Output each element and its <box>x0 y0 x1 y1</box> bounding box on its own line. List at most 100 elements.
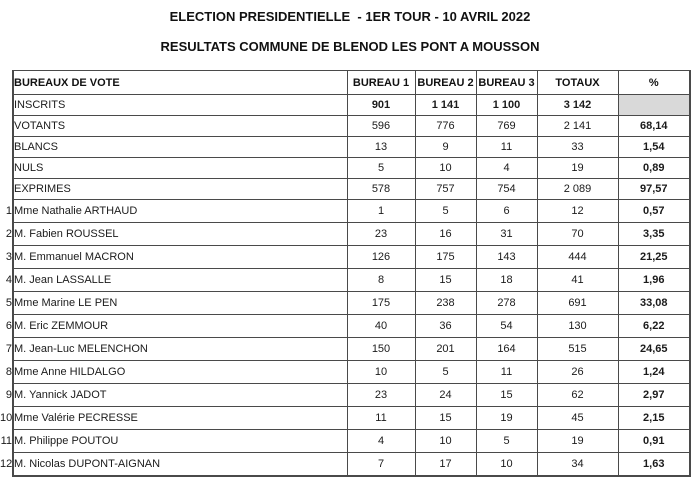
percent-value: 24,65 <box>617 337 691 361</box>
summary-row: VOTANTS 596 776 769 2 141 68,14 <box>0 115 691 137</box>
row-label: VOTANTS <box>12 115 348 137</box>
row-label: M. Eric ZEMMOUR <box>12 314 348 338</box>
bureau2-value: 10 <box>414 429 477 453</box>
bureau3-value: 5 <box>475 429 538 453</box>
totaux-value: 45 <box>536 406 619 430</box>
totaux-value: 33 <box>536 136 619 158</box>
bureau3-value: 54 <box>475 314 538 338</box>
bureau2-value: 24 <box>414 383 477 407</box>
percent-value: 0,89 <box>617 157 691 179</box>
bureau1-value: 596 <box>346 115 416 137</box>
row-label: M. Philippe POUTOU <box>12 429 348 453</box>
bureau2-value: 15 <box>414 406 477 430</box>
totaux-value: 34 <box>536 452 619 477</box>
row-label: M. Jean-Luc MELENCHON <box>12 337 348 361</box>
totaux-value: 19 <box>536 157 619 179</box>
row-number: 2 <box>5 228 12 240</box>
bureau1-value: 13 <box>346 136 416 158</box>
bureau1-value: 150 <box>346 337 416 361</box>
bureau2-value: 201 <box>414 337 477 361</box>
bureau1-value: 23 <box>346 383 416 407</box>
bureau3-value: 19 <box>475 406 538 430</box>
bureau2-value: 10 <box>414 157 477 179</box>
header-gutter <box>0 71 13 95</box>
row-number: 7 <box>5 343 12 355</box>
totaux-value: 70 <box>536 222 619 246</box>
bureau3-value: 278 <box>475 291 538 315</box>
candidate-row: 4 M. Jean LASSALLE 8 15 18 41 1,96 <box>0 268 691 292</box>
bureau2-value: 15 <box>414 268 477 292</box>
row-label: Mme Valérie PECRESSE <box>12 406 348 430</box>
bureau3-value: 754 <box>475 178 538 200</box>
percent-value: 1,54 <box>617 136 691 158</box>
bureau3-value: 1 100 <box>475 94 538 116</box>
bureau2-value: 238 <box>414 291 477 315</box>
candidate-row: 5 Mme Marine LE PEN 175 238 278 691 33,0… <box>0 291 691 315</box>
totaux-value: 444 <box>536 245 619 269</box>
bureau2-value: 9 <box>414 136 477 158</box>
col-header-totaux: TOTAUX <box>536 70 619 95</box>
col-header-bureaux-de-vote: BUREAUX DE VOTE <box>12 70 348 95</box>
row-label: NULS <box>12 157 348 179</box>
percent-value: 33,08 <box>617 291 691 315</box>
totaux-value: 2 089 <box>536 178 619 200</box>
row-label: M. Jean LASSALLE <box>12 268 348 292</box>
bureau2-value: 1 141 <box>414 94 477 116</box>
percent-value: 6,22 <box>617 314 691 338</box>
row-label: BLANCS <box>12 136 348 158</box>
totaux-value: 3 142 <box>536 94 619 116</box>
bureau1-value: 175 <box>346 291 416 315</box>
bureau2-value: 36 <box>414 314 477 338</box>
summary-row: EXPRIMES 578 757 754 2 089 97,57 <box>0 178 691 200</box>
row-label: M. Yannick JADOT <box>12 383 348 407</box>
percent-value: 0,91 <box>617 429 691 453</box>
candidate-row: 1 Mme Nathalie ARTHAUD 1 5 6 12 0,57 <box>0 199 691 223</box>
summary-row: BLANCS 13 9 11 33 1,54 <box>0 136 691 158</box>
row-number: 6 <box>5 320 12 332</box>
percent-value: 1,63 <box>617 452 691 477</box>
row-number: 5 <box>5 297 12 309</box>
percent-value: 1,24 <box>617 360 691 384</box>
row-number <box>0 137 13 158</box>
bureau1-value: 11 <box>346 406 416 430</box>
percent-value: 68,14 <box>617 115 691 137</box>
totaux-value: 515 <box>536 337 619 361</box>
bureau1-value: 7 <box>346 452 416 477</box>
candidate-row: 10 Mme Valérie PECRESSE 11 15 19 45 2,15 <box>0 406 691 430</box>
row-number: 11 <box>0 435 12 447</box>
bureau3-value: 6 <box>475 199 538 223</box>
row-number <box>0 95 13 116</box>
percent-value: 3,35 <box>617 222 691 246</box>
percent-value <box>617 94 691 116</box>
candidate-row: 6 M. Eric ZEMMOUR 40 36 54 130 6,22 <box>0 314 691 338</box>
percent-value: 21,25 <box>617 245 691 269</box>
row-label: Mme Nathalie ARTHAUD <box>12 199 348 223</box>
bureau1-value: 40 <box>346 314 416 338</box>
row-number: 9 <box>5 389 12 401</box>
row-label: EXPRIMES <box>12 178 348 200</box>
totaux-value: 130 <box>536 314 619 338</box>
col-header-bureau-2: BUREAU 2 <box>414 70 477 95</box>
bureau3-value: 15 <box>475 383 538 407</box>
bureau3-value: 18 <box>475 268 538 292</box>
bureau1-value: 1 <box>346 199 416 223</box>
candidate-row: 11 M. Philippe POUTOU 4 10 5 19 0,91 <box>0 429 691 453</box>
bureau3-value: 10 <box>475 452 538 477</box>
bureau1-value: 23 <box>346 222 416 246</box>
percent-value: 0,57 <box>617 199 691 223</box>
row-label: M. Emmanuel MACRON <box>12 245 348 269</box>
percent-value: 97,57 <box>617 178 691 200</box>
bureau1-value: 10 <box>346 360 416 384</box>
row-number <box>0 158 13 179</box>
row-number: 4 <box>5 274 12 286</box>
row-number: 1 <box>5 205 12 217</box>
summary-row: INSCRITS 901 1 141 1 100 3 142 <box>0 94 691 116</box>
row-number: 12 <box>0 458 13 470</box>
row-label: M. Nicolas DUPONT-AIGNAN <box>12 452 348 477</box>
bureau2-value: 757 <box>414 178 477 200</box>
row-number: 3 <box>5 251 12 263</box>
col-header-bureau-1: BUREAU 1 <box>346 70 416 95</box>
totaux-value: 26 <box>536 360 619 384</box>
col-header-bureau-3: BUREAU 3 <box>475 70 538 95</box>
bureau1-value: 4 <box>346 429 416 453</box>
